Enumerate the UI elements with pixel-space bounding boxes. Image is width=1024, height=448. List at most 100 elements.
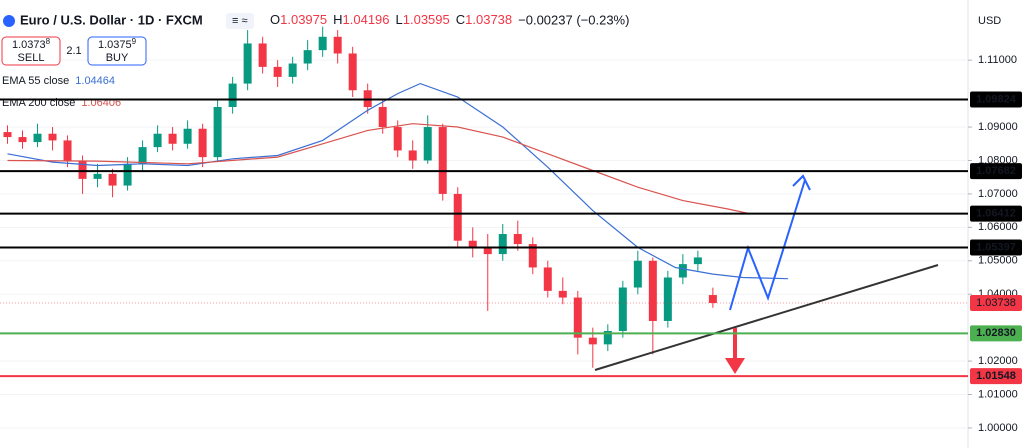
ohlc-item: L1.03595 [396, 12, 450, 27]
candle-body [558, 290, 567, 298]
candle-body [423, 127, 432, 161]
candle-body [453, 193, 462, 241]
legend-entry: EMA 55 close 1.04464 [2, 75, 115, 87]
candle-body [498, 234, 507, 255]
candle-body [708, 295, 717, 303]
down-arrow-head [725, 358, 745, 374]
buy-price: 1.03759 [98, 37, 137, 51]
candle-body [333, 36, 342, 54]
candle-body [483, 247, 492, 255]
candle-body [138, 147, 147, 164]
level-box [970, 91, 1022, 108]
candle-body [393, 127, 402, 151]
candle-body [303, 50, 312, 64]
ohlc-item: C1.03738 [456, 12, 512, 27]
candle-body [693, 257, 702, 265]
y-tick-label: 1.02000 [978, 355, 1018, 367]
legend-name: EMA 55 close [2, 75, 69, 87]
y-tick-label: 1.07000 [978, 188, 1018, 200]
level-label: 1.05397 [976, 241, 1016, 253]
ohlc-value: 1.03595 [403, 12, 450, 27]
buy-price-main: 1.0375 [98, 39, 132, 51]
ohlc-item: H1.04196 [333, 12, 389, 27]
level-box [970, 368, 1022, 385]
candle-body [123, 163, 132, 186]
candle-body [648, 260, 657, 321]
ema-line [7, 123, 751, 215]
candle-body [78, 160, 87, 179]
legend-value: 1.04464 [75, 75, 115, 87]
level-label: 1.01548 [976, 370, 1016, 382]
ohlc-value: 1.03975 [280, 12, 327, 27]
y-tick-label: 1.09000 [978, 121, 1018, 133]
toggle-button[interactable] [226, 13, 254, 29]
candle-body [243, 43, 252, 84]
ohlc: O1.03975 H1.04196 L1.03595 C1.03738 [270, 12, 512, 27]
projection-arrowhead [792, 174, 811, 191]
level-box [970, 325, 1022, 342]
level-box [970, 163, 1022, 180]
currency: USD [978, 15, 1001, 27]
sell-button[interactable] [1, 36, 61, 66]
ema-line [7, 82, 788, 280]
candle-body [108, 173, 117, 186]
candle-body [258, 43, 267, 67]
sell-label: SELL [18, 52, 45, 64]
candle-body [573, 297, 582, 338]
candle-body [543, 267, 552, 291]
spread: 2.1 [66, 45, 81, 57]
candle-body [48, 133, 57, 141]
candle-body [273, 66, 282, 77]
candle-body [378, 106, 387, 128]
candle-body [183, 128, 192, 144]
sell-price: 1.03738 [12, 37, 51, 51]
candle-body [33, 133, 42, 143]
candle-body [528, 244, 537, 268]
symbol-icon [3, 15, 15, 27]
candle-body [438, 127, 447, 194]
ohlc-key: H [333, 12, 342, 27]
last-price-label: 1.03738 [976, 297, 1016, 309]
y-tick-label: 1.01000 [978, 388, 1018, 400]
candle-body [588, 337, 597, 345]
level-box [970, 239, 1022, 256]
y-tick-label: 1.11000 [978, 54, 1017, 66]
last-price-box [970, 294, 1022, 311]
symbol-title: Euro / U.S. Dollar · 1D · FXCM [20, 12, 203, 27]
ohlc-value: 1.04196 [343, 12, 390, 27]
candle-body [633, 260, 642, 288]
candle-body [603, 330, 612, 345]
sell-pip: 8 [46, 37, 51, 46]
plot [0, 26, 968, 429]
sell-price-main: 1.0373 [12, 39, 46, 51]
ohlc-key: O [270, 12, 280, 27]
level-label: 1.09824 [976, 93, 1017, 105]
level-label: 1.06412 [976, 207, 1016, 219]
candle-body [663, 277, 672, 321]
candle-body [678, 264, 687, 278]
candle-body [228, 83, 237, 107]
buy-label: BUY [106, 52, 129, 64]
candle-body [618, 287, 627, 331]
candle-body [93, 173, 102, 179]
y-tick-label: 1.00000 [978, 422, 1018, 434]
candle-body [408, 150, 417, 161]
candle-body [513, 234, 522, 245]
candle-body [63, 140, 72, 161]
y-tick-label: 1.05000 [978, 255, 1018, 267]
y-tick-label: 1.06000 [978, 221, 1018, 233]
candle-body [3, 132, 12, 138]
candle-body [213, 106, 222, 158]
candle-body [153, 133, 162, 148]
candle-body [198, 128, 207, 158]
ohlc-value: 1.03738 [465, 12, 512, 27]
buy-button[interactable] [87, 36, 147, 66]
toggle-icon: ≡ ≈ [232, 15, 248, 27]
change: −0.00237 (−0.23%) [518, 12, 629, 27]
candle-body [168, 133, 177, 144]
candle-body [318, 36, 327, 51]
level-label: 1.02830 [976, 327, 1016, 339]
candle-body [468, 240, 477, 248]
